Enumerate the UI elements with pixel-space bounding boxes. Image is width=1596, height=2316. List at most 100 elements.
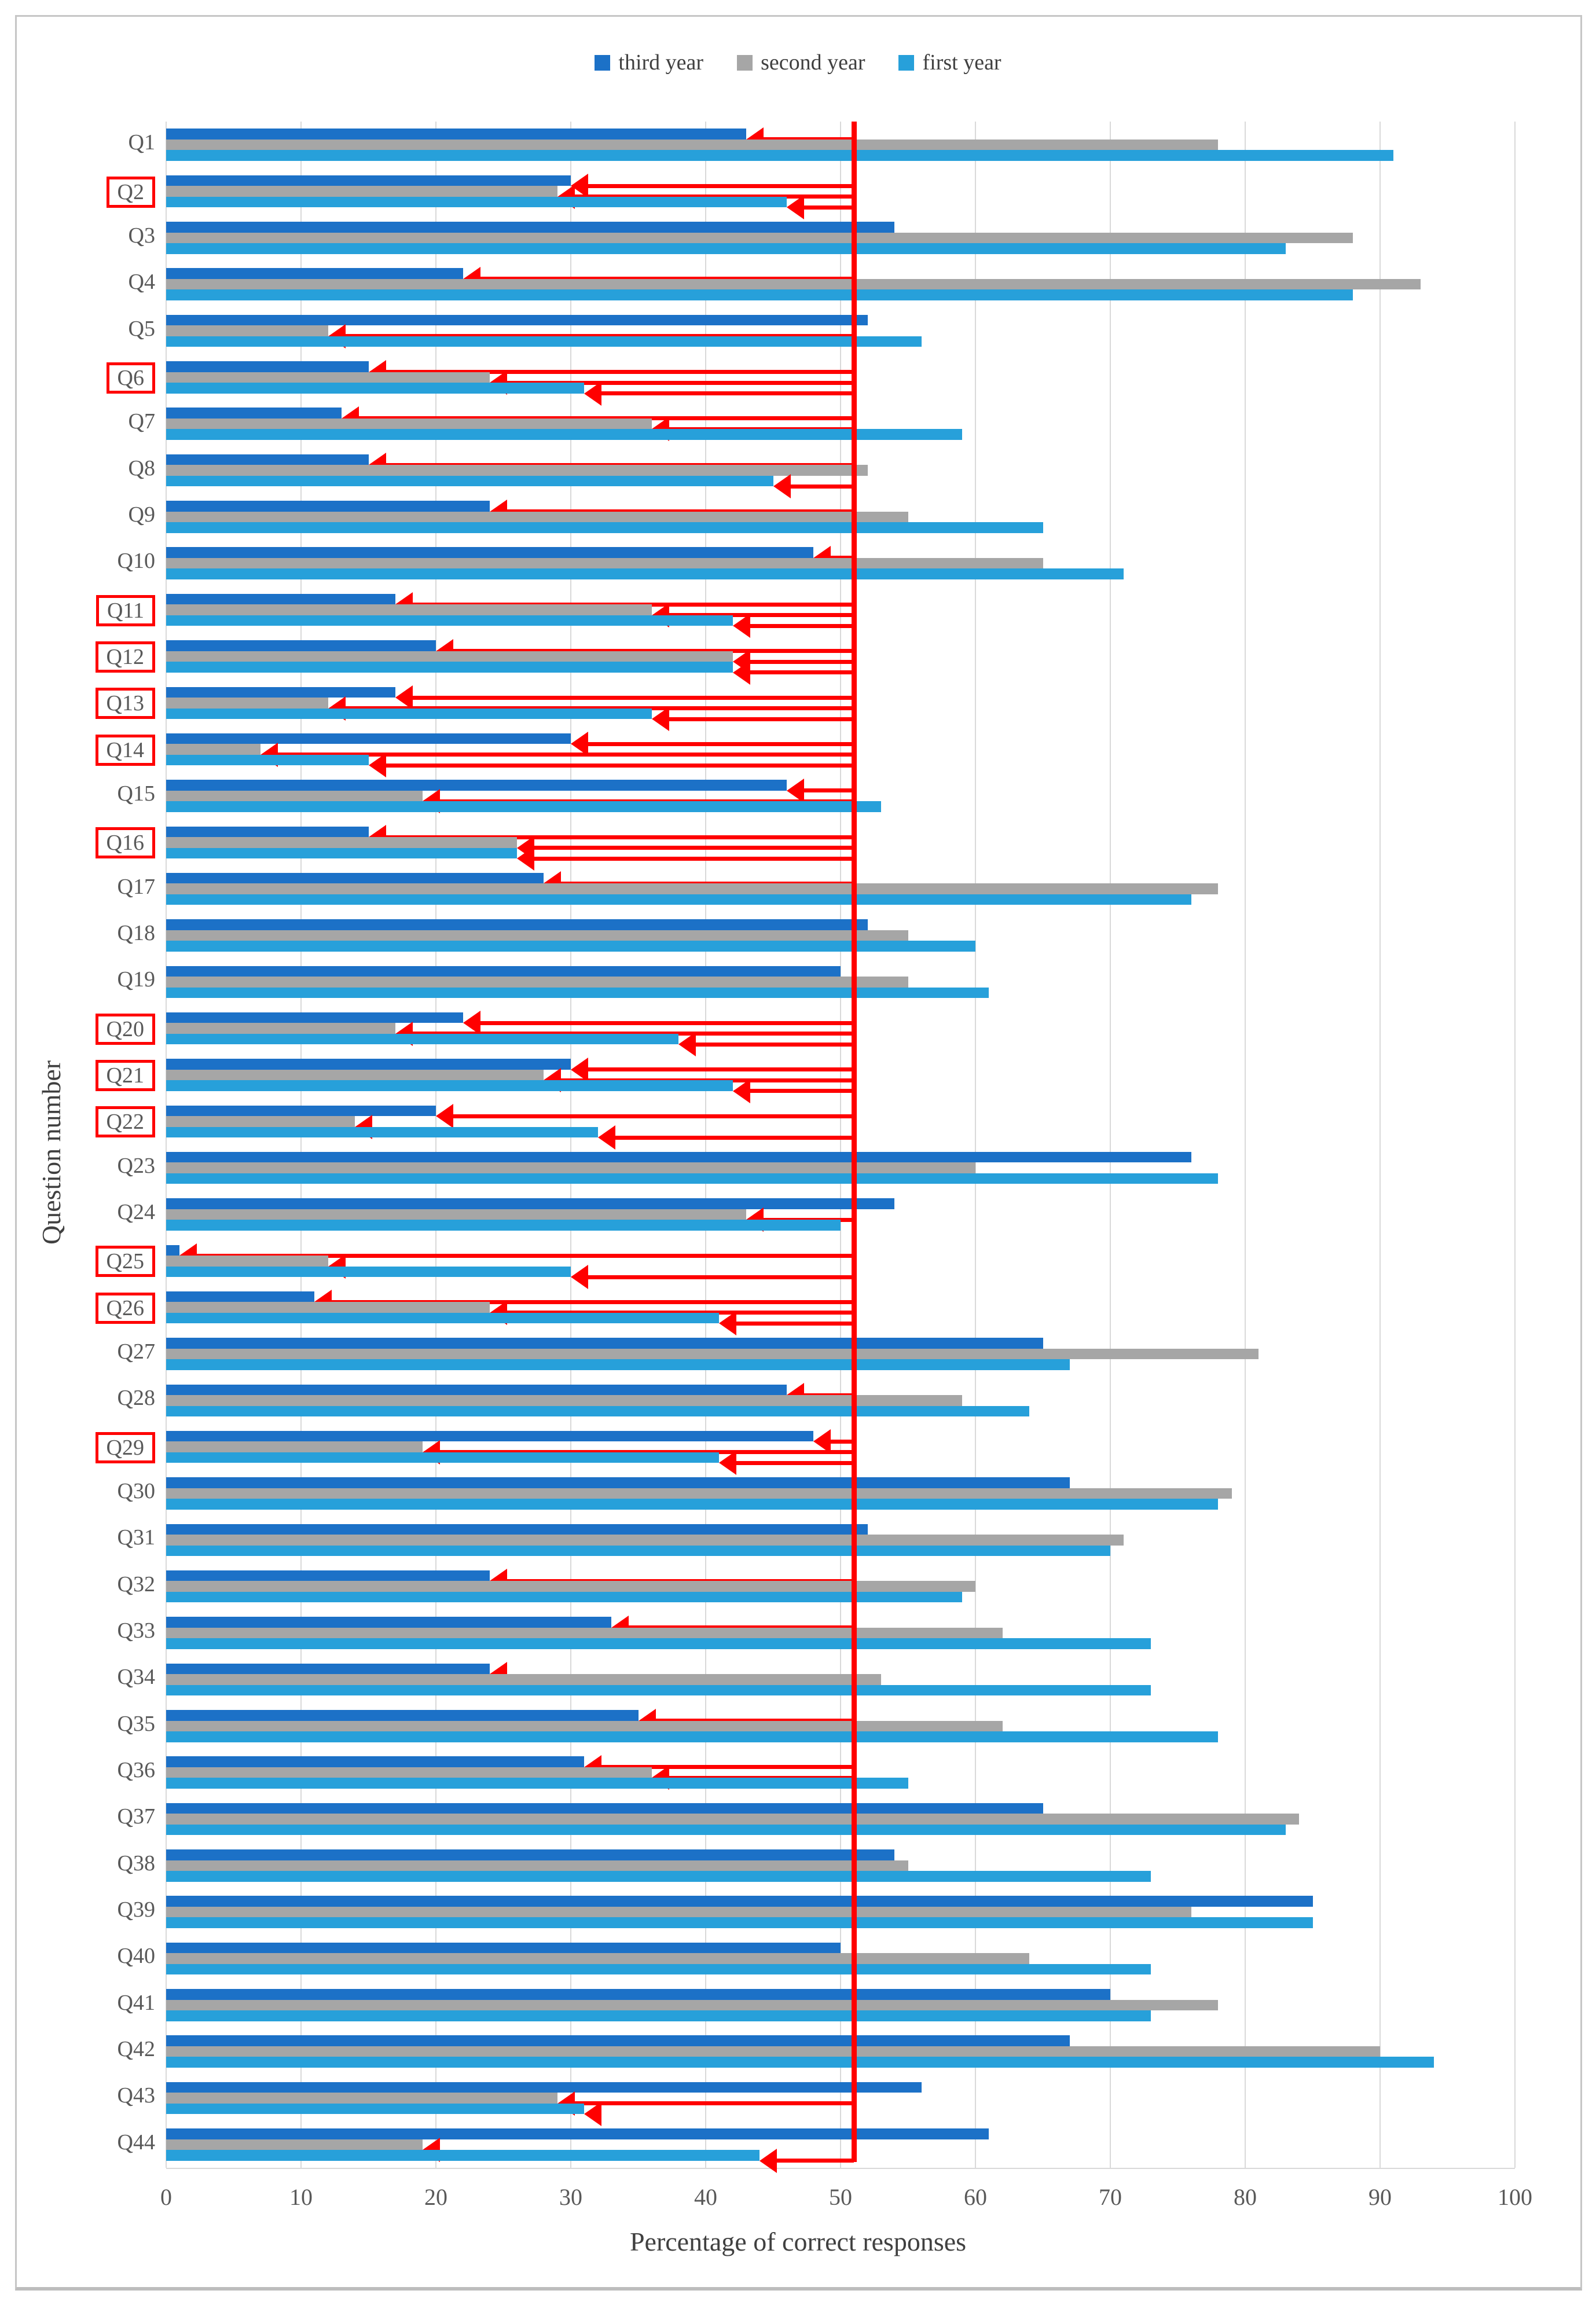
below-threshold-arrow-icon — [436, 1104, 453, 1129]
bar-q17-second-year — [166, 883, 1219, 894]
arrow-tail — [449, 1114, 854, 1118]
bar-q2-first-year — [166, 196, 787, 208]
y-category-label-q13: Q13 — [95, 688, 155, 720]
y-category-label-q4: Q4 — [128, 270, 155, 295]
below-threshold-arrow-icon — [786, 778, 804, 803]
gridline-90 — [1379, 122, 1381, 2168]
flagged-question-box: Q14 — [95, 734, 155, 766]
y-category-label-q1: Q1 — [128, 130, 155, 155]
flagged-question-box: Q26 — [95, 1292, 155, 1324]
flagged-question-box: Q25 — [95, 1246, 155, 1278]
flagged-question-box: Q22 — [95, 1106, 155, 1138]
gridline-70 — [1110, 122, 1111, 2168]
bar-q43-first-year — [166, 2103, 585, 2115]
arrow-tail — [664, 613, 854, 618]
y-category-label-q34: Q34 — [117, 1665, 155, 1690]
bar-q19-second-year — [166, 977, 908, 988]
gridline-80 — [1245, 122, 1246, 2168]
y-category-label-q44: Q44 — [117, 2130, 155, 2154]
arrow-tail — [745, 659, 854, 664]
bar-q16-first-year — [166, 847, 517, 859]
bar-q30-first-year — [166, 1499, 1219, 1510]
bar-q23-first-year — [166, 1173, 1219, 1184]
bar-q16-third-year — [166, 826, 369, 838]
bar-q39-second-year — [166, 1906, 1191, 1918]
y-category-label-q25: Q25 — [95, 1246, 155, 1278]
bar-q25-first-year — [166, 1266, 571, 1278]
bar-q10-third-year — [166, 547, 814, 558]
bar-q34-first-year — [166, 1684, 1151, 1696]
bar-q3-second-year — [166, 232, 1353, 244]
arrow-tail — [772, 2159, 854, 2163]
y-category-label-q41: Q41 — [117, 1990, 155, 2015]
y-category-label-q38: Q38 — [117, 1851, 155, 1875]
arrow-tail — [529, 846, 854, 850]
y-category-label-q12: Q12 — [95, 641, 155, 673]
bar-q8-second-year — [166, 465, 868, 476]
y-category-label-q39: Q39 — [117, 1897, 155, 1922]
bar-q42-third-year — [166, 2035, 1070, 2046]
bar-q5-third-year — [166, 314, 868, 326]
bar-q32-third-year — [166, 1570, 490, 1581]
bar-q40-second-year — [166, 1953, 1030, 1964]
arrow-tail — [570, 2101, 854, 2106]
gridline-60 — [975, 122, 976, 2168]
bar-q40-third-year — [166, 1942, 841, 1954]
y-category-label-q30: Q30 — [117, 1479, 155, 1504]
bar-q21-second-year — [166, 1069, 544, 1081]
bar-q41-third-year — [166, 1989, 1110, 2000]
bar-q29-second-year — [166, 1441, 423, 1452]
bar-q9-second-year — [166, 511, 908, 523]
arrow-tail — [584, 1067, 854, 1072]
flagged-question-box: Q2 — [106, 176, 155, 208]
bar-q37-third-year — [166, 1803, 1043, 1814]
bar-q14-second-year — [166, 744, 261, 755]
below-threshold-arrow-icon — [719, 1311, 737, 1336]
bar-q12-second-year — [166, 651, 733, 662]
y-category-label-q36: Q36 — [117, 1758, 155, 1783]
gridline-30 — [570, 122, 571, 2168]
y-category-label-q31: Q31 — [117, 1525, 155, 1550]
bar-q8-third-year — [166, 454, 369, 465]
bar-q35-third-year — [166, 1710, 639, 1721]
bar-q29-first-year — [166, 1452, 720, 1463]
bar-q1-first-year — [166, 150, 1394, 161]
bar-q36-first-year — [166, 1778, 908, 1789]
below-threshold-arrow-icon — [732, 660, 750, 685]
y-category-label-q43: Q43 — [117, 2083, 155, 2108]
arrow-tail — [786, 484, 854, 489]
flagged-question-box: Q6 — [106, 362, 155, 394]
y-category-label-q15: Q15 — [117, 781, 155, 806]
bar-q28-third-year — [166, 1384, 787, 1396]
bar-q24-third-year — [166, 1198, 895, 1209]
arrow-tail — [381, 370, 854, 375]
bar-q7-second-year — [166, 418, 652, 430]
y-category-label-q29: Q29 — [95, 1432, 155, 1463]
bar-q12-third-year — [166, 640, 436, 651]
y-category-label-q28: Q28 — [117, 1386, 155, 1411]
arrow-tail — [273, 753, 854, 757]
y-category-label-q17: Q17 — [117, 874, 155, 899]
arrow-tail — [826, 1439, 854, 1444]
y-category-label-q6: Q6 — [106, 362, 155, 394]
bar-q15-first-year — [166, 801, 881, 812]
bar-q18-second-year — [166, 930, 908, 941]
bar-q27-third-year — [166, 1338, 1043, 1349]
arrow-tail — [597, 1765, 854, 1770]
flagged-question-box: Q16 — [95, 827, 155, 859]
bar-q7-third-year — [166, 408, 342, 419]
x-tick-label-50: 50 — [829, 2184, 852, 2210]
bar-q31-third-year — [166, 1524, 868, 1535]
flagged-question-box: Q21 — [95, 1059, 155, 1091]
x-tick-label-100: 100 — [1498, 2184, 1532, 2210]
bar-q20-first-year — [166, 1033, 679, 1045]
bar-q21-first-year — [166, 1080, 733, 1091]
y-category-label-q32: Q32 — [117, 1572, 155, 1596]
bar-q41-first-year — [166, 2010, 1151, 2021]
bar-q16-second-year — [166, 837, 517, 848]
flagged-question-box: Q11 — [96, 594, 155, 626]
gridline-100 — [1514, 122, 1516, 2168]
bar-q17-first-year — [166, 894, 1191, 905]
bar-q9-first-year — [166, 522, 1043, 533]
